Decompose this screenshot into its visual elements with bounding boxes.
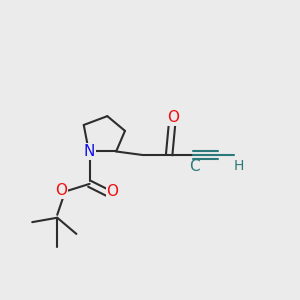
Text: O: O xyxy=(167,110,179,125)
Text: O: O xyxy=(55,183,67,198)
Text: N: N xyxy=(84,144,95,159)
Text: O: O xyxy=(106,184,119,199)
Text: C: C xyxy=(189,159,200,174)
Text: H: H xyxy=(233,159,244,173)
